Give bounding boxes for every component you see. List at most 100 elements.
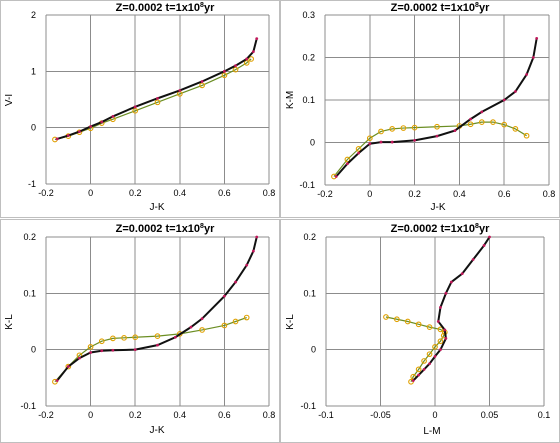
chart-title: Z=0.0002 t=1x108yr xyxy=(116,2,215,14)
red-data-point xyxy=(411,379,415,383)
x-tick-label: 0.2 xyxy=(408,189,421,199)
yellow-data-point xyxy=(98,338,105,345)
y-tick-label: -0.1 xyxy=(20,401,36,411)
red-data-point xyxy=(255,235,259,239)
red-data-point xyxy=(436,320,440,323)
y-tick-label: -1 xyxy=(28,179,36,189)
red-data-point xyxy=(251,50,255,54)
red-data-point xyxy=(100,349,104,353)
red-data-point xyxy=(471,258,475,261)
red-data-point xyxy=(200,317,204,321)
red-data-point xyxy=(535,36,539,40)
yellow-data-point xyxy=(344,156,351,163)
panel-border xyxy=(0,0,280,218)
yellow-data-point xyxy=(65,363,72,370)
red-data-point xyxy=(413,138,416,142)
y-tick-label: 0 xyxy=(310,138,315,148)
yellow-data-point xyxy=(478,119,485,125)
red-data-point xyxy=(133,348,137,352)
yellow-data-point xyxy=(378,128,384,135)
red-data-point xyxy=(433,355,437,358)
black-series-line xyxy=(56,38,258,140)
x-tick-label: 0.8 xyxy=(263,410,276,420)
x-tick-label: 0 xyxy=(88,410,93,420)
yellow-data-point xyxy=(400,125,407,131)
yellow-data-point xyxy=(221,322,228,329)
y-axis-label: K-L xyxy=(4,314,15,330)
chart-panel-3: -0.2 0 0.2 0.4 0.6 0.8 -0.1 0 0.1 0.2 J-K K-L Z=0.00… xyxy=(0,219,280,443)
red-data-point xyxy=(245,57,249,61)
yellow-data-point xyxy=(232,66,239,73)
red-data-point xyxy=(223,69,226,73)
x-tick-label: -0.05 xyxy=(370,410,391,420)
x-tick-label: -0.1 xyxy=(318,410,334,420)
red-data-point xyxy=(89,125,92,128)
red-data-point xyxy=(100,120,104,124)
y-tick-label: 0.2 xyxy=(23,232,36,242)
red-data-point xyxy=(89,351,92,354)
yellow-data-point xyxy=(512,126,519,132)
red-data-point xyxy=(234,64,237,68)
red-data-point xyxy=(55,379,59,383)
y-tick-label: 0.3 xyxy=(302,10,315,20)
yellow-data-point xyxy=(404,318,411,325)
yellow-data-point xyxy=(154,99,161,106)
x-tick-label: 0.8 xyxy=(263,188,276,198)
black-series-line xyxy=(56,236,258,382)
yellow-series-line xyxy=(333,121,527,177)
black-series-line xyxy=(335,38,538,178)
red-data-point xyxy=(78,130,81,134)
y-tick-label: 0.2 xyxy=(303,232,316,242)
red-data-point xyxy=(111,348,115,352)
y-tick-label: -0.1 xyxy=(299,180,315,190)
yellow-data-point xyxy=(421,358,427,364)
red-data-point xyxy=(78,356,81,360)
red-data-point xyxy=(469,117,472,121)
y-axis-label: K-M xyxy=(285,91,296,109)
yellow-data-point xyxy=(110,335,116,342)
red-data-point xyxy=(334,175,338,178)
red-data-point xyxy=(133,105,137,109)
yellow-data-point xyxy=(432,344,438,350)
x-tick-label: 0.1 xyxy=(538,410,551,420)
y-tick-label: 0.1 xyxy=(303,288,316,298)
red-data-point xyxy=(428,362,431,366)
red-data-point xyxy=(156,343,159,347)
x-tick-label: 0.2 xyxy=(129,410,142,420)
red-data-point xyxy=(488,235,491,239)
y-axis-label: K-L xyxy=(285,314,296,330)
x-tick-label: 0.6 xyxy=(498,189,511,199)
x-tick-label: -0.2 xyxy=(38,188,54,198)
yellow-data-point xyxy=(389,126,396,132)
yellow-data-point xyxy=(199,82,205,89)
x-axis-label: J-K xyxy=(431,202,446,213)
red-data-point xyxy=(234,280,237,284)
red-data-point xyxy=(66,134,70,137)
y-tick-label: 0.1 xyxy=(23,288,36,298)
x-tick-label: 0.4 xyxy=(453,189,466,199)
red-data-point xyxy=(156,96,159,100)
red-data-point xyxy=(346,162,349,166)
red-data-point xyxy=(223,294,226,298)
x-tick-label: 0.05 xyxy=(481,410,499,420)
red-data-point xyxy=(460,272,464,276)
x-axis-label: L-M xyxy=(423,426,440,437)
y-tick-label: 0.1 xyxy=(302,95,315,105)
yellow-data-point xyxy=(383,314,389,320)
red-data-point xyxy=(55,137,59,141)
red-data-point xyxy=(173,335,177,339)
x-tick-label: 0 xyxy=(88,188,93,198)
yellow-data-point xyxy=(248,56,255,62)
x-tick-label: 0.8 xyxy=(543,189,556,199)
red-data-point xyxy=(111,115,115,118)
red-data-point xyxy=(357,151,360,155)
yellow-data-point xyxy=(437,326,444,333)
x-tick-label: 0 xyxy=(367,189,372,199)
red-data-point xyxy=(66,365,70,368)
x-axis-label: J-K xyxy=(150,425,165,436)
yellow-data-point xyxy=(199,327,205,333)
red-data-point xyxy=(502,98,506,102)
red-data-point xyxy=(200,80,204,83)
red-data-point xyxy=(255,37,259,41)
